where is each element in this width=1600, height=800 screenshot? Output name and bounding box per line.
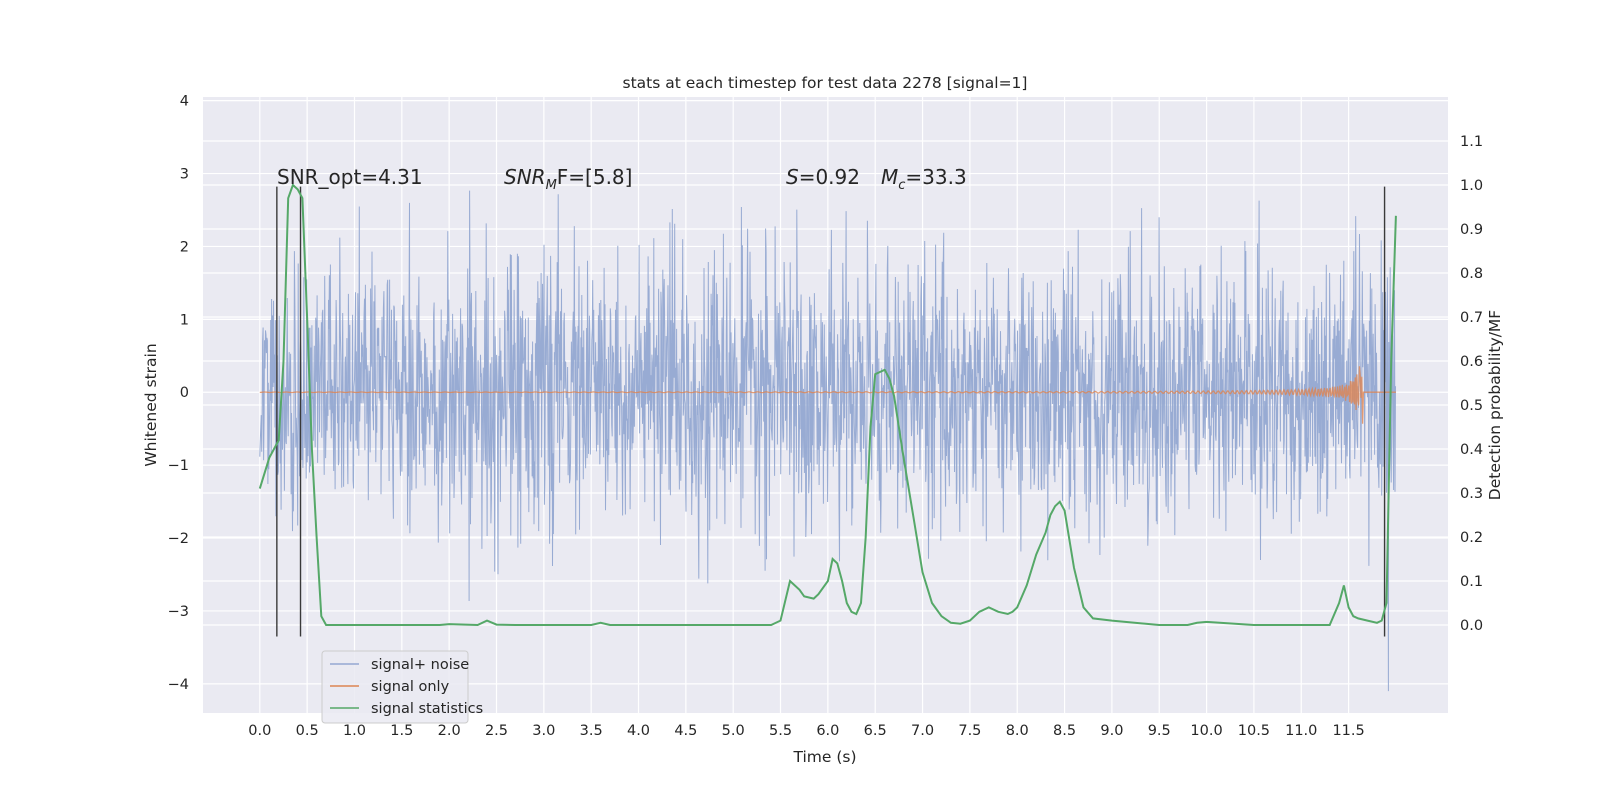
legend-label-signal-statistics: signal statistics [371, 701, 483, 717]
vertical-markers [276, 186, 1386, 637]
y-right-tick-label: 0.4 [1460, 442, 1483, 458]
x-tick-label: 0.0 [248, 723, 271, 739]
signal-statistics-series [258, 183, 1397, 627]
x-tick-label: 6.5 [864, 723, 887, 739]
x-tick-label: 2.0 [438, 723, 461, 739]
annotation-s-main: S [786, 165, 799, 189]
legend-label-signal-only: signal only [371, 679, 450, 695]
annotation-mc-sub: c [898, 178, 905, 193]
annotation-mc-main: M [881, 165, 898, 189]
signal-only-line [259, 366, 1396, 424]
x-tick-label: 8.5 [1053, 723, 1076, 739]
x-tick-label: 10.0 [1190, 723, 1222, 739]
legend-label-signal-noise: signal+ noise [371, 657, 469, 673]
y-right-tick-label: 1.1 [1460, 134, 1483, 150]
chart-title: stats at each timestep for test data 227… [623, 74, 1028, 92]
y-tick-label: −2 [168, 531, 189, 547]
y-axis-label: Whitened strain [142, 343, 160, 466]
y-tick-label: 2 [180, 239, 189, 255]
x-tick-label: 11.0 [1285, 723, 1317, 739]
x-tick-label: 1.5 [390, 723, 413, 739]
x-tick-label: 4.0 [627, 723, 650, 739]
x-axis-ticks: 0.0 0.5 1.0 1.5 2.0 2.5 3.0 3.5 4.0 4.5 5.0 5.5 6.0 6… [248, 723, 1364, 739]
y-right-tick-label: 0.7 [1460, 310, 1483, 326]
x-tick-label: 7.0 [911, 723, 934, 739]
x-tick-label: 4.5 [674, 723, 697, 739]
x-tick-label: 3.5 [580, 723, 603, 739]
signal-statistics-line [258, 183, 1397, 627]
y-right-tick-label: 0.9 [1460, 222, 1483, 238]
y-right-tick-label: 0.8 [1460, 266, 1483, 282]
annotation-s-rest: =0.92 [799, 165, 860, 189]
signal-noise-line [259, 190, 1397, 692]
signal-only-series [259, 366, 1396, 424]
y-right-axis-label: Detection probability/MF [1486, 310, 1504, 501]
y-tick-label: 0 [180, 385, 189, 401]
y-tick-label: −3 [168, 604, 189, 620]
annotation-snr-mf-rest: F=[5.8] [557, 165, 633, 189]
annotation-snr-mf-sub: M [546, 178, 557, 193]
x-tick-label: 10.5 [1238, 723, 1270, 739]
y-right-tick-label: 0.0 [1460, 618, 1483, 634]
annotation-snr-mf: SNRMF=[5.8] [504, 165, 632, 193]
x-tick-label: 6.0 [816, 723, 839, 739]
x-tick-label: 9.0 [1100, 723, 1123, 739]
x-tick-label: 9.5 [1148, 723, 1171, 739]
y-right-tick-label: 0.3 [1460, 486, 1483, 502]
y-right-axis-ticks: 1.1 1.0 0.9 0.8 0.7 0.6 0.5 0.4 0.3 0.2 0.1 0.0 [1460, 134, 1483, 634]
y-tick-label: 4 [180, 94, 189, 110]
annotation-mc: Mc=33.3 [881, 165, 967, 193]
y-tick-label: 3 [180, 167, 189, 183]
legend: signal+ noise signal only signal statist… [321, 650, 483, 724]
annotation-snr-opt: SNR_opt=4.31 [277, 165, 423, 189]
y-tick-label: −1 [168, 458, 189, 474]
x-tick-label: 2.5 [485, 723, 508, 739]
signal-noise-series [259, 190, 1397, 692]
y-right-tick-label: 0.1 [1460, 574, 1483, 590]
x-tick-label: 5.0 [722, 723, 745, 739]
annotation-snr-mf-main: SNR [504, 165, 546, 189]
x-tick-label: 5.5 [769, 723, 792, 739]
x-tick-label: 11.5 [1332, 723, 1364, 739]
y-tick-label: −4 [168, 677, 189, 693]
y-right-tick-label: 0.5 [1460, 398, 1483, 414]
y-axis-ticks: 4 3 2 1 0 −1 −2 −3 −4 [168, 94, 189, 693]
x-tick-label: 7.5 [958, 723, 981, 739]
x-axis-label: Time (s) [792, 748, 856, 766]
x-tick-label: 3.0 [532, 723, 555, 739]
legend-box [321, 650, 469, 724]
y-right-tick-label: 0.2 [1460, 530, 1483, 546]
annotation-s: S=0.92 [786, 165, 860, 189]
x-tick-label: 8.0 [1006, 723, 1029, 739]
y-right-tick-label: 1.0 [1460, 178, 1483, 194]
y-tick-label: 1 [180, 312, 189, 328]
y-right-tick-label: 0.6 [1460, 354, 1483, 370]
annotation-mc-rest: =33.3 [905, 165, 966, 189]
x-tick-label: 1.0 [343, 723, 366, 739]
x-tick-label: 0.5 [296, 723, 319, 739]
